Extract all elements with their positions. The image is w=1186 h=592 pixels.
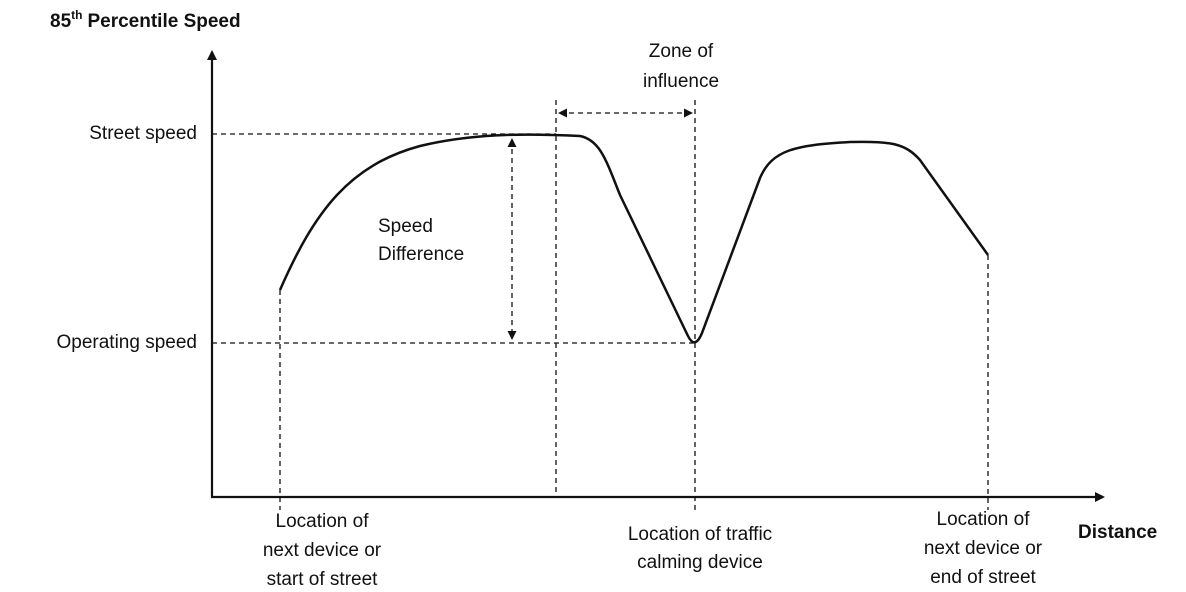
start-location-label: Location of — [276, 511, 370, 532]
start-location-label: start of street — [267, 569, 379, 590]
y-axis-label: 85th Percentile Speed — [50, 8, 241, 32]
end-location-label: end of street — [930, 567, 1036, 588]
device-location-label: Location of traffic — [628, 524, 772, 545]
speed-curve — [278, 133, 990, 344]
labels: Speed Difference Zone of influence Location … — [263, 41, 1043, 590]
end-location-label: next device or — [924, 538, 1043, 559]
y-label-rest: Percentile Speed — [87, 11, 240, 32]
y-label-number: 85 — [50, 11, 72, 32]
zone-label: influence — [643, 71, 719, 92]
start-location-label: next device or — [263, 540, 382, 561]
speed-difference-label: Speed — [378, 216, 433, 237]
end-location-label: Location of — [937, 509, 1031, 530]
speed-difference-label: Difference — [378, 244, 464, 265]
y-label-sup: th — [71, 8, 82, 22]
street-speed-label: Street speed — [89, 123, 197, 144]
device-location-label: calming device — [637, 552, 763, 573]
operating-speed-label: Operating speed — [57, 332, 198, 353]
zone-label: Zone of — [649, 41, 714, 62]
x-axis-label: Distance — [1078, 522, 1157, 543]
